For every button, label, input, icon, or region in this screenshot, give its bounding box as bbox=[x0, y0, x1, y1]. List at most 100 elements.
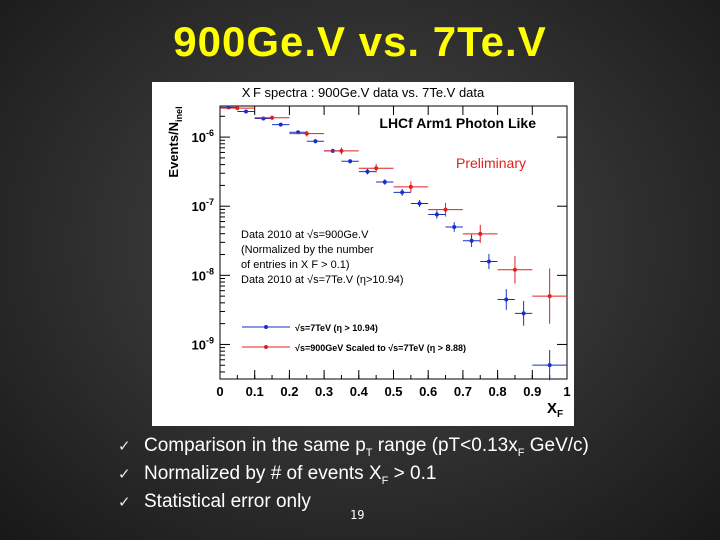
legend-marker-red bbox=[264, 345, 268, 349]
bullet-text: Comparison in the same pT range (pT<0.13… bbox=[144, 435, 589, 459]
bullet-item: ✓ Comparison in the same pT range (pT<0.1… bbox=[118, 432, 589, 460]
x-tick-label: 0.4 bbox=[350, 384, 369, 399]
y-tick-base: 10 bbox=[192, 337, 206, 352]
data-point-red bbox=[289, 130, 325, 137]
data-point-red bbox=[462, 224, 498, 243]
x-tick-label: 0.7 bbox=[454, 384, 472, 399]
data-point-blue bbox=[514, 300, 533, 326]
marker bbox=[504, 297, 509, 302]
x-tick-label: 0.6 bbox=[419, 384, 437, 399]
marker bbox=[374, 166, 379, 171]
x-tick-label: 0.2 bbox=[280, 384, 298, 399]
annotation-line: Data 2010 at √s=7Te.V (η>10.94) bbox=[241, 274, 404, 286]
y-tick-exponent: -6 bbox=[206, 128, 214, 138]
y-tick-base: 10 bbox=[192, 199, 206, 214]
plot-panel: X F spectra : 900Ge.V data vs. 7Te.V dat… bbox=[152, 82, 574, 426]
data-point-red bbox=[358, 164, 394, 173]
marker bbox=[443, 207, 448, 212]
data-point-red bbox=[324, 147, 359, 155]
legend-marker-blue bbox=[264, 325, 268, 329]
y-tick-label: 10-7 bbox=[192, 197, 214, 214]
bullet-item: ✓ Normalized by # of events XF > 0.1 bbox=[118, 460, 589, 488]
checkmark-icon: ✓ bbox=[118, 494, 131, 511]
marker bbox=[226, 105, 231, 110]
marker bbox=[486, 259, 491, 264]
marker bbox=[339, 148, 344, 153]
data-point-blue bbox=[497, 289, 515, 310]
y-axis-label-main: Events/N bbox=[166, 122, 181, 178]
marker bbox=[365, 169, 370, 174]
bullet-text: Statistical error only bbox=[144, 491, 311, 512]
annotation-line: of entries in X F > 0.1) bbox=[241, 259, 350, 271]
data-point-blue bbox=[428, 210, 446, 219]
x-axis-label-main: X bbox=[547, 400, 557, 417]
data-point-blue bbox=[532, 349, 567, 381]
data-point-blue bbox=[272, 122, 290, 127]
marker bbox=[417, 201, 422, 206]
data-point-red bbox=[393, 181, 429, 193]
data-point-blue bbox=[306, 139, 325, 144]
y-tick-label: 10-9 bbox=[192, 335, 214, 352]
x-tick-label: 1 bbox=[563, 384, 570, 399]
marker bbox=[261, 116, 266, 121]
y-tick-base: 10 bbox=[192, 130, 206, 145]
marker bbox=[408, 184, 413, 189]
x-axis-label: XF bbox=[547, 400, 563, 420]
marker bbox=[512, 267, 517, 272]
marker bbox=[270, 115, 275, 120]
marker bbox=[400, 190, 405, 195]
marker bbox=[244, 109, 249, 114]
marker bbox=[547, 294, 552, 299]
data-point-red bbox=[220, 106, 255, 111]
data-point-red bbox=[254, 115, 290, 120]
marker bbox=[382, 180, 387, 185]
bullet-list: ✓ Comparison in the same pT range (pT<0.1… bbox=[118, 432, 589, 516]
y-tick-exponent: -9 bbox=[206, 335, 214, 345]
data-point-blue bbox=[237, 109, 255, 114]
marker bbox=[547, 363, 552, 368]
bullet-item: ✓ Statistical error only bbox=[118, 488, 589, 516]
marker bbox=[452, 224, 457, 229]
legend-label-blue: √s=7TeV (η > 10.94) bbox=[295, 323, 378, 333]
bullet-text: Normalized by # of events XF > 0.1 bbox=[144, 463, 437, 487]
data-point-blue bbox=[358, 168, 377, 175]
annotation-line: Data 2010 at √s=900Ge.V bbox=[241, 229, 369, 241]
marker bbox=[478, 231, 483, 236]
data-point-red bbox=[428, 202, 463, 217]
x-tick-label: 0.3 bbox=[315, 384, 333, 399]
legend-box bbox=[238, 315, 462, 355]
data-point-red bbox=[532, 268, 567, 324]
y-tick-label: 10-6 bbox=[192, 128, 214, 145]
page-number: 19 bbox=[350, 508, 365, 522]
marker bbox=[304, 131, 309, 136]
marker bbox=[235, 106, 240, 111]
data-point-blue bbox=[341, 159, 359, 164]
x-axis-label-sub: F bbox=[557, 409, 563, 420]
annotation-line: (Normalized by the number bbox=[241, 244, 374, 256]
chart-title: X F spectra : 900Ge.V data vs. 7Te.V dat… bbox=[242, 85, 485, 100]
plot-label: LHCf Arm1 Photon Like bbox=[379, 115, 536, 131]
slide-title: 900Ge.V vs. 7Te.V bbox=[173, 18, 547, 65]
y-axis-label-sub: inel bbox=[174, 106, 184, 122]
marker bbox=[469, 238, 474, 243]
y-tick-base: 10 bbox=[192, 268, 206, 283]
data-point-blue bbox=[376, 179, 394, 185]
marker bbox=[521, 311, 526, 316]
chart: X F spectra : 900Ge.V data vs. 7Te.V dat… bbox=[166, 85, 571, 420]
data-point-blue bbox=[410, 199, 429, 207]
x-tick-label: 0.8 bbox=[489, 384, 507, 399]
marker bbox=[434, 212, 439, 217]
data-point-blue bbox=[445, 222, 463, 232]
legend-label-red: √s=900GeV Scaled to √s=7TeV (η > 8.88) bbox=[295, 343, 466, 353]
x-tick-label: 0 bbox=[216, 384, 223, 399]
data-point-red bbox=[497, 255, 533, 284]
data-point-blue bbox=[393, 188, 411, 196]
marker bbox=[278, 122, 283, 127]
y-tick-label: 10-8 bbox=[192, 266, 214, 283]
marker bbox=[348, 159, 353, 164]
y-tick-exponent: -7 bbox=[206, 197, 214, 207]
y-axis-label: Events/Ninel bbox=[166, 106, 184, 177]
data-point-blue bbox=[480, 253, 498, 270]
y-tick-exponent: -8 bbox=[206, 266, 214, 276]
x-tick-label: 0.9 bbox=[523, 384, 541, 399]
